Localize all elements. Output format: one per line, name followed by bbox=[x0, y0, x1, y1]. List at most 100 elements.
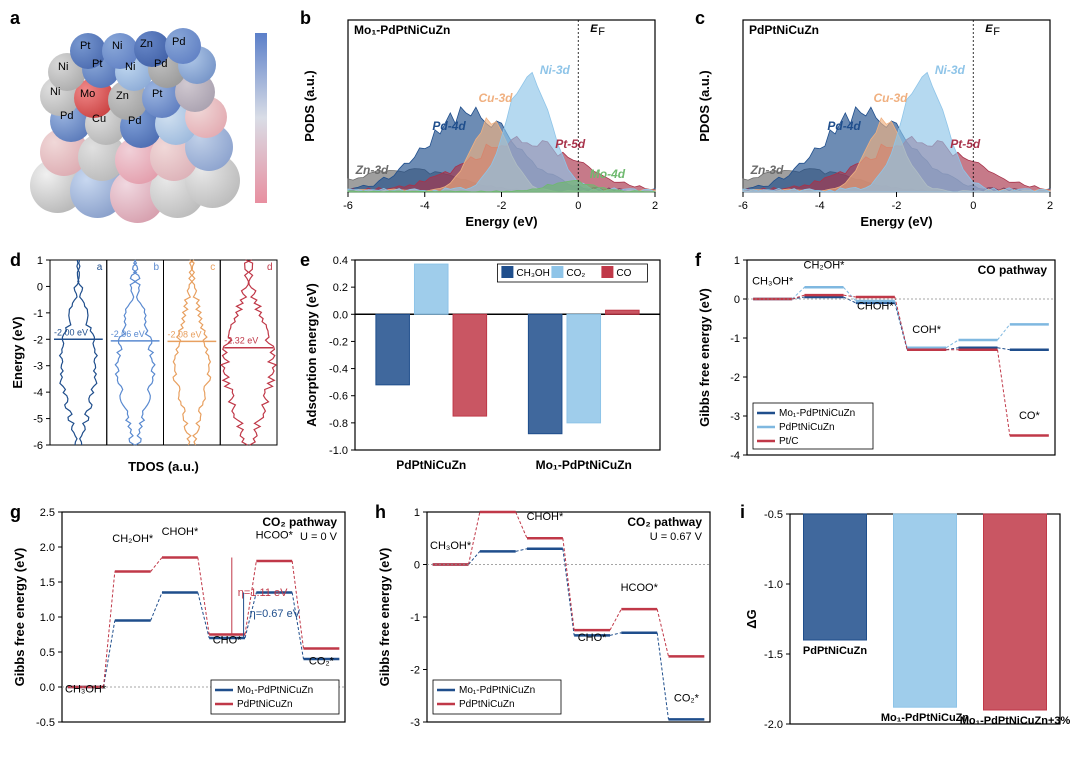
svg-text:0: 0 bbox=[734, 294, 740, 306]
color-scale bbox=[255, 33, 267, 203]
svg-text:PdPtNiCuZn: PdPtNiCuZn bbox=[459, 699, 515, 710]
svg-text:Pt/C: Pt/C bbox=[779, 436, 798, 447]
svg-text:-0.5: -0.5 bbox=[36, 717, 55, 729]
svg-text:Mo₁-PdPtNiCuZn: Mo₁-PdPtNiCuZn bbox=[779, 408, 855, 419]
svg-text:CH₃OH: CH₃OH bbox=[516, 268, 550, 279]
svg-text:c: c bbox=[210, 262, 215, 273]
svg-text:Cu-3d: Cu-3d bbox=[478, 91, 513, 105]
svg-text:0: 0 bbox=[575, 200, 581, 212]
svg-text:0: 0 bbox=[970, 200, 976, 212]
svg-text:Energy (eV): Energy (eV) bbox=[10, 316, 25, 388]
dg-bars: -2.0-1.5-1.0-0.5ΔGPdPtNiCuZnMo₁-PdPtNiCu… bbox=[740, 502, 1070, 742]
co-pathway: -4-3-2-101Gibbs free energy (eV)CO pathw… bbox=[695, 250, 1065, 475]
svg-text:CHOH*: CHOH* bbox=[857, 301, 894, 313]
svg-text:0.2: 0.2 bbox=[333, 282, 348, 294]
svg-text:CHOH*: CHOH* bbox=[162, 526, 199, 538]
svg-text:ΔG: ΔG bbox=[744, 609, 759, 628]
svg-text:-3: -3 bbox=[33, 361, 43, 373]
tdos-chart: -2.00 eVa-2.06 eVb-2.08 eVc-2.32 eVd-6-5… bbox=[10, 250, 285, 475]
svg-text:CO pathway: CO pathway bbox=[978, 263, 1048, 277]
panel-f: f -4-3-2-101Gibbs free energy (eV)CO pat… bbox=[695, 250, 1065, 475]
svg-text:-2.00 eV: -2.00 eV bbox=[54, 327, 88, 337]
svg-text:COH*: COH* bbox=[912, 324, 941, 336]
svg-text:a: a bbox=[97, 262, 103, 273]
panel-b: b -6-4-202Energy (eV)PODS (a.u.)Mo₁-PdPt… bbox=[300, 8, 670, 230]
svg-text:η=0.67 eV: η=0.67 eV bbox=[250, 608, 301, 620]
svg-text:Zn-3d: Zn-3d bbox=[355, 163, 389, 177]
panel-e: e -1.0-0.8-0.6-0.4-0.20.00.20.4PdPtNiCuZ… bbox=[300, 250, 670, 475]
svg-text:2: 2 bbox=[1047, 200, 1053, 212]
svg-text:-5: -5 bbox=[33, 414, 43, 426]
svg-text:Pd-4d: Pd-4d bbox=[432, 119, 466, 133]
svg-text:CH₃OH*: CH₃OH* bbox=[752, 275, 794, 287]
svg-text:Pd-4d: Pd-4d bbox=[827, 119, 861, 133]
svg-text:Gibbs free energy (eV): Gibbs free energy (eV) bbox=[12, 548, 27, 687]
panel-a-label: a bbox=[10, 8, 20, 29]
svg-text:-3: -3 bbox=[730, 411, 740, 423]
svg-text:0.0: 0.0 bbox=[40, 682, 55, 694]
svg-text:0: 0 bbox=[414, 560, 420, 572]
svg-text:b: b bbox=[154, 262, 160, 273]
svg-text:TDOS (a.u.): TDOS (a.u.) bbox=[128, 459, 199, 474]
svg-text:Mo-4d: Mo-4d bbox=[590, 167, 626, 181]
svg-text:-4: -4 bbox=[815, 200, 825, 212]
svg-text:-4: -4 bbox=[420, 200, 430, 212]
svg-text:E: E bbox=[590, 23, 598, 35]
svg-text:Mo₁-PdPtNiCuZn: Mo₁-PdPtNiCuZn bbox=[536, 458, 632, 472]
svg-text:PdPtNiCuZn: PdPtNiCuZn bbox=[396, 458, 466, 472]
svg-text:-0.6: -0.6 bbox=[329, 391, 348, 403]
panel-h-label: h bbox=[375, 502, 386, 523]
svg-text:2.5: 2.5 bbox=[40, 507, 55, 519]
svg-text:-2: -2 bbox=[33, 334, 43, 346]
svg-text:Gibbs free energy (eV): Gibbs free energy (eV) bbox=[697, 288, 712, 427]
svg-text:Mo₁-PdPtNiCuZn+3%: Mo₁-PdPtNiCuZn+3% bbox=[960, 715, 1070, 727]
panel-d-label: d bbox=[10, 250, 21, 271]
adsorption-bars: -1.0-0.8-0.6-0.4-0.20.00.20.4PdPtNiCuZnM… bbox=[300, 250, 670, 475]
svg-text:-3: -3 bbox=[410, 717, 420, 729]
svg-text:F: F bbox=[598, 26, 605, 38]
svg-text:Adsorption energy (eV): Adsorption energy (eV) bbox=[304, 283, 319, 427]
svg-text:-2.32 eV: -2.32 eV bbox=[224, 336, 258, 346]
panel-a: a Pt Ni Zn Pd bbox=[10, 8, 280, 228]
svg-text:-1: -1 bbox=[410, 612, 420, 624]
svg-text:-0.2: -0.2 bbox=[329, 336, 348, 348]
svg-text:Zn-3d: Zn-3d bbox=[750, 163, 784, 177]
panel-g-label: g bbox=[10, 502, 21, 523]
svg-text:PdPtNiCuZn: PdPtNiCuZn bbox=[237, 699, 293, 710]
svg-text:U = 0.67 V: U = 0.67 V bbox=[650, 531, 703, 543]
svg-text:CO₂ pathway: CO₂ pathway bbox=[627, 515, 702, 529]
svg-text:-0.5: -0.5 bbox=[764, 509, 783, 521]
panel-g: g -0.50.00.51.01.52.02.5Gibbs free energ… bbox=[10, 502, 355, 742]
svg-text:Pt-5d: Pt-5d bbox=[555, 137, 586, 151]
svg-text:Mo₁-PdPtNiCuZn: Mo₁-PdPtNiCuZn bbox=[354, 23, 450, 37]
svg-text:-6: -6 bbox=[343, 200, 353, 212]
panel-c: c -6-4-202Energy (eV)PDOS (a.u.)PdPtNiCu… bbox=[695, 8, 1065, 230]
svg-text:-1: -1 bbox=[730, 333, 740, 345]
svg-text:1: 1 bbox=[37, 255, 43, 267]
svg-text:-1: -1 bbox=[33, 308, 43, 320]
svg-text:Ni-3d: Ni-3d bbox=[935, 63, 966, 77]
svg-text:-2: -2 bbox=[410, 665, 420, 677]
svg-text:0: 0 bbox=[37, 281, 43, 293]
svg-text:F: F bbox=[993, 26, 1000, 38]
svg-text:-1.5: -1.5 bbox=[764, 649, 783, 661]
svg-text:2: 2 bbox=[652, 200, 658, 212]
svg-text:1.5: 1.5 bbox=[40, 577, 55, 589]
svg-text:Pt-5d: Pt-5d bbox=[950, 137, 981, 151]
svg-text:CH₃OH*: CH₃OH* bbox=[430, 540, 472, 552]
svg-text:d: d bbox=[267, 262, 273, 273]
svg-text:Mo₁-PdPtNiCuZn: Mo₁-PdPtNiCuZn bbox=[881, 712, 970, 724]
svg-text:-1.0: -1.0 bbox=[764, 579, 783, 591]
svg-text:CHO*: CHO* bbox=[578, 632, 607, 644]
svg-text:CHO*: CHO* bbox=[213, 635, 242, 647]
svg-text:Ni-3d: Ni-3d bbox=[540, 63, 571, 77]
panel-i-label: i bbox=[740, 502, 745, 523]
svg-text:CO₂*: CO₂* bbox=[674, 692, 700, 704]
svg-text:Cu-3d: Cu-3d bbox=[873, 91, 908, 105]
svg-text:1: 1 bbox=[734, 255, 740, 267]
svg-text:0.4: 0.4 bbox=[333, 255, 348, 267]
svg-text:PdPtNiCuZn: PdPtNiCuZn bbox=[779, 422, 835, 433]
svg-text:CH₃OH*: CH₃OH* bbox=[65, 684, 107, 696]
svg-text:PDOS (a.u.): PDOS (a.u.) bbox=[697, 70, 712, 142]
svg-text:Energy (eV): Energy (eV) bbox=[465, 214, 537, 229]
